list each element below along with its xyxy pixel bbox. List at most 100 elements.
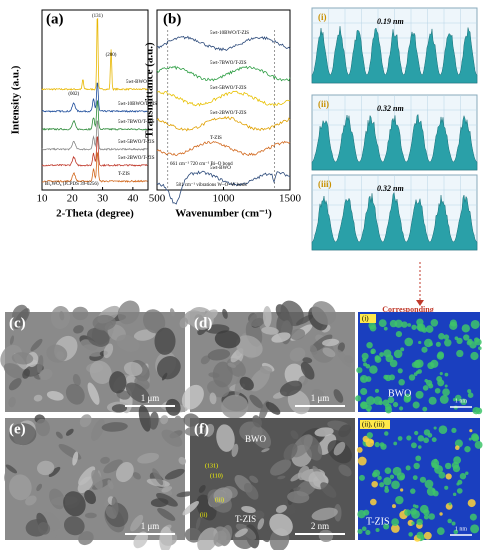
profile-label: (ii): [318, 99, 329, 109]
scale-label: 1 μm: [311, 393, 330, 403]
map-spot: [407, 323, 412, 327]
grain: [130, 514, 144, 532]
x-tick-label: 10: [37, 193, 49, 205]
map-spot: [357, 456, 367, 466]
xrd-curve: [41, 17, 148, 92]
map-spot: [423, 437, 429, 444]
grain: [320, 482, 337, 498]
image-label: (ii): [200, 511, 207, 518]
map-spot: [428, 396, 437, 405]
map-spot: [443, 334, 450, 340]
grain: [302, 357, 313, 364]
curve-label: 5wt-10BWO/T-ZIS: [210, 31, 249, 36]
grain: [283, 443, 298, 461]
map-spot: [383, 326, 388, 331]
map-spot: [379, 352, 384, 357]
spacing-label: 0.19 nm: [377, 17, 404, 26]
grain: [65, 383, 85, 405]
grain: [50, 530, 57, 539]
grain: [322, 347, 336, 358]
grain: [8, 396, 16, 408]
map-spot: [357, 510, 366, 519]
map-spot: [454, 394, 462, 402]
map-spot: [398, 379, 405, 386]
map-spot: [415, 455, 422, 462]
grain: [252, 415, 262, 428]
map-spot: [375, 527, 380, 533]
map-material: T-ZIS: [366, 516, 390, 527]
grain: [333, 389, 344, 403]
map-spot: [469, 429, 473, 433]
curve-label: T-ZIS: [118, 172, 130, 177]
grain: [35, 418, 50, 437]
grain: [214, 330, 241, 349]
map-spot: [431, 462, 438, 469]
grain: [101, 422, 128, 432]
map-spot: [464, 445, 471, 453]
map-spot: [428, 513, 435, 520]
grain: [249, 368, 270, 392]
grain: [9, 335, 15, 345]
map-spot: [403, 393, 412, 402]
map-spot: [449, 321, 458, 330]
grain: [133, 531, 148, 549]
grain: [111, 496, 119, 516]
map-spot: [430, 319, 439, 327]
map-spot: [434, 387, 441, 394]
map-spot: [391, 480, 400, 490]
map-spot: [467, 392, 474, 398]
grain: [9, 423, 37, 446]
map-spot: [383, 523, 390, 530]
map-spot: [453, 529, 459, 535]
micrograph: [0, 300, 189, 416]
grain: [111, 404, 128, 413]
map-spot: [457, 479, 463, 485]
x-axis-label: 2-Theta (degree): [56, 208, 134, 220]
grain: [297, 465, 310, 481]
map-spot: [374, 356, 382, 363]
grain: [195, 517, 201, 530]
grain: [249, 312, 266, 327]
peak-label: (200): [106, 53, 117, 58]
grain: [91, 470, 103, 490]
grain: [249, 394, 264, 409]
grain: [11, 352, 34, 365]
grain: [182, 501, 199, 516]
grain: [117, 300, 140, 325]
grain: [318, 529, 334, 543]
grain: [36, 355, 44, 373]
map-spot: [423, 429, 431, 436]
xrd-curve: [41, 151, 148, 183]
map-spot: [384, 467, 392, 475]
map-spot: [363, 362, 368, 367]
map-spot: [437, 379, 445, 387]
grain: [216, 424, 235, 452]
grain: [50, 305, 71, 330]
annotation: 661 cm⁻¹ 720 cm⁻¹ Bi–O bond: [170, 161, 233, 167]
image-label: T-ZIS: [235, 514, 256, 524]
profile-label: (iii): [318, 179, 332, 189]
map-spot: [408, 532, 413, 537]
micrograph: [181, 300, 355, 422]
grain: [63, 516, 85, 536]
map-spot: [424, 479, 434, 489]
map-spot: [444, 339, 452, 347]
peak-label: (002): [68, 92, 79, 97]
grain: [183, 413, 200, 428]
profile-area: [311, 26, 478, 84]
grain: [149, 411, 159, 430]
map-spot: [469, 513, 477, 521]
link-label: Corresponding: [382, 305, 433, 314]
grain: [338, 464, 352, 477]
curve-label: 5wt-10BWO/T-ZIS: [118, 102, 157, 107]
map-spot: [378, 319, 387, 328]
map-tag: [360, 420, 390, 429]
map-spot: [356, 447, 363, 453]
grain: [25, 495, 37, 506]
grain: [309, 344, 318, 355]
curve-label: 5wt-2BWO/T-ZIS: [118, 156, 155, 161]
map-spot: [424, 379, 428, 383]
grain: [277, 475, 286, 480]
map-spot: [398, 406, 404, 411]
